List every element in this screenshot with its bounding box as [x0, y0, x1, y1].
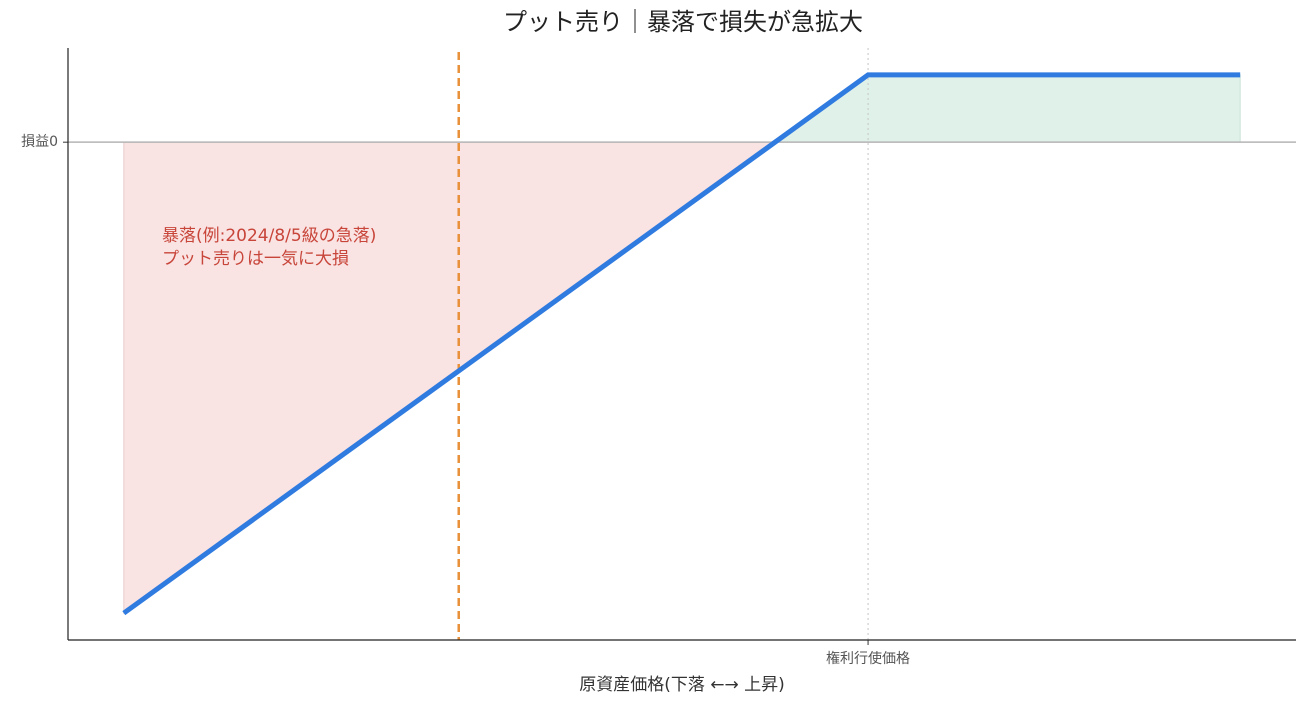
- annotation: 暴落(例:2024/8/5級の急落): [162, 226, 376, 246]
- chart-title: プット売り｜暴落で損失が急拡大: [503, 8, 863, 36]
- y-tick-label: 損益0: [21, 134, 58, 150]
- gain-area: [123, 74, 1241, 143]
- annotation: プット売りは一気に大損: [162, 249, 349, 269]
- loss-area: [123, 142, 1241, 615]
- x-axis-label: 原資産価格(下落 ←→ 上昇): [579, 675, 785, 695]
- x-tick-label: 権利行使価格: [826, 650, 910, 667]
- payoff-line: [122, 72, 1241, 616]
